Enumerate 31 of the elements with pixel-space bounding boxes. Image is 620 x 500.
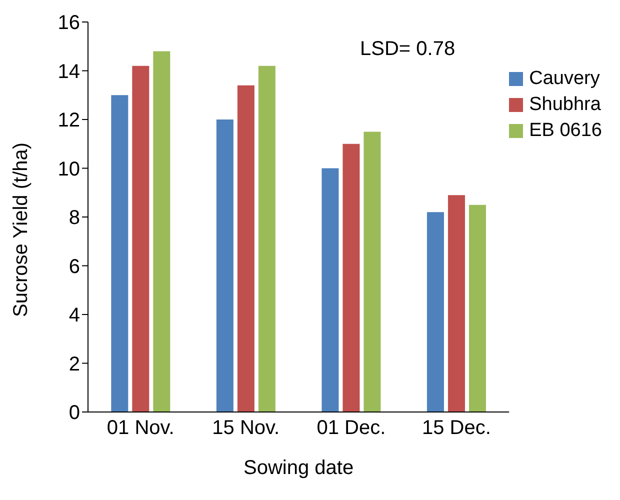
bar	[237, 85, 254, 412]
bar	[448, 195, 465, 412]
bar	[322, 168, 339, 412]
bar	[153, 51, 170, 412]
bar	[426, 212, 444, 412]
annotation: LSD= 0.78	[360, 38, 456, 61]
bar	[216, 120, 234, 412]
x-tick-label: 15 Dec.	[422, 417, 491, 440]
y-tick-label: 6	[68, 256, 80, 278]
legend-label: EB 0616	[529, 120, 602, 142]
bar	[342, 144, 360, 412]
y-tick-label: 4	[68, 304, 80, 327]
bar	[111, 95, 128, 412]
bar	[468, 204, 486, 412]
x-tick-label: 01 Dec.	[316, 417, 386, 440]
y-axis-title: Sucrose Yield (t/ha)	[10, 142, 32, 317]
y-tick-label: 16	[58, 12, 80, 34]
y-tick-label: 10	[58, 158, 80, 180]
y-tick-label: 8	[68, 207, 80, 230]
legend-label: Cauvery	[529, 68, 600, 90]
y-tick-label: 0	[68, 402, 80, 424]
y-tick-label: 2	[68, 353, 80, 376]
x-tick-label: 01 Nov.	[106, 417, 174, 440]
y-tick-label: 12	[58, 110, 80, 132]
bar	[364, 132, 381, 412]
bar	[132, 66, 150, 412]
x-axis-title: Sowing date	[244, 457, 354, 479]
x-tick-label: 15 Nov.	[212, 417, 280, 440]
bar	[258, 66, 276, 412]
y-tick-label: 14	[58, 60, 80, 83]
legend-label: Shubhra	[529, 94, 601, 116]
